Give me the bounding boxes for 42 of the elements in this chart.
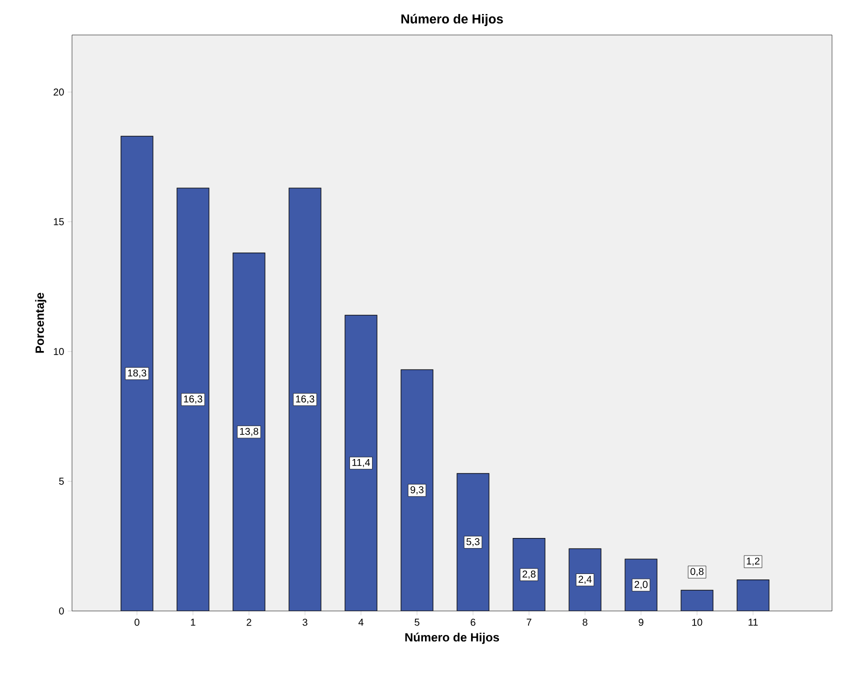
x-tick-label: 1 [190,618,196,626]
bar [736,580,770,611]
x-tick-label: 11 [748,618,758,626]
data-label: 11,4 [352,459,370,468]
bar [288,188,321,611]
y-tick-label: 10 [54,348,64,356]
x-tick-label: 8 [582,618,588,626]
x-tick-label: 2 [246,618,252,626]
x-tick-label: 5 [414,618,420,626]
x-tick-label: 6 [470,618,476,626]
bar [232,252,265,611]
data-label: 2,8 [522,570,536,579]
data-label: 2,0 [634,580,648,590]
chart-title: Número de Hijos [401,14,503,26]
y-tick-label: 0 [59,607,64,615]
data-label: 16,3 [296,395,314,404]
bar [513,538,546,611]
data-label: 13,8 [240,428,258,436]
bar [401,370,434,611]
data-label: 2,4 [578,576,592,584]
x-axis-title: Número de Hijos [405,632,500,644]
x-tick-label: 4 [358,618,364,626]
x-tick-label: 0 [134,618,140,626]
data-label: 5,3 [466,538,480,546]
data-label: 1,2 [746,558,760,566]
y-tick-label: 20 [54,88,64,96]
data-label: 18,3 [128,369,146,378]
x-tick-label: 7 [526,618,532,626]
bar [681,590,714,611]
y-axis-title: Porcentaje [35,292,46,353]
x-tick-label: 9 [638,618,644,626]
data-label: 0,8 [690,568,704,576]
y-tick-label: 5 [59,478,64,485]
bar [176,188,209,611]
data-label: 16,3 [184,395,202,404]
y-tick-label: 15 [54,218,64,226]
x-tick-label: 3 [302,618,308,626]
bar [457,473,490,611]
data-label: 9,3 [410,486,424,494]
x-tick-label: 10 [692,618,702,626]
bar [120,136,153,611]
bar [345,315,377,611]
